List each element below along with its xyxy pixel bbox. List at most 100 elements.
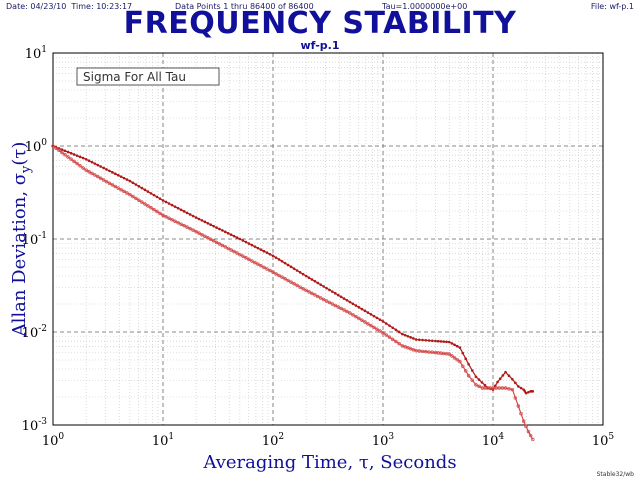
footer-credit: Stable32/wb — [596, 471, 634, 478]
x-tick-label: 101 — [152, 432, 174, 449]
series-2-point — [232, 249, 236, 254]
x-tick-exponent: 3 — [388, 432, 394, 442]
series-1-point — [81, 156, 85, 160]
series-1-point — [235, 236, 239, 239]
series-2-point — [336, 305, 340, 309]
series-2-point — [116, 186, 120, 190]
series-1-point — [206, 221, 210, 225]
series-2-point — [134, 196, 138, 201]
series-1-point — [122, 176, 126, 180]
series-1-point — [322, 285, 325, 288]
series-2-point — [427, 350, 431, 354]
x-tick-base: 10 — [152, 434, 169, 449]
series-2-point — [516, 404, 521, 408]
series-1-point — [289, 265, 293, 269]
series-1-point — [366, 311, 370, 314]
series-2-point — [93, 173, 97, 177]
series-1-point — [84, 157, 88, 161]
series-1-point — [464, 357, 467, 360]
series-1-point — [179, 208, 183, 212]
y-tick-exponent: -3 — [38, 417, 47, 427]
series-layer — [51, 144, 535, 442]
series-1-point — [406, 334, 410, 338]
x-tick-label: 105 — [592, 432, 615, 449]
series-2-point — [424, 349, 428, 354]
series-1-point — [191, 214, 195, 218]
series-1-point — [480, 381, 484, 384]
series-2-point — [378, 329, 382, 333]
series-1-point — [348, 300, 352, 304]
series-2-point — [513, 396, 518, 400]
header-file: File: wf-p.1 — [590, 2, 634, 11]
series-2-point — [348, 311, 352, 315]
series-2-point — [152, 207, 156, 212]
series-1-point — [90, 160, 94, 164]
series-1-point — [146, 190, 150, 193]
x-tick-exponent: 4 — [498, 432, 504, 442]
series-1-point — [391, 326, 394, 330]
series-2-point — [161, 213, 165, 218]
series-1-point — [223, 230, 227, 234]
series-2-point — [81, 166, 85, 170]
series-2-point — [238, 252, 242, 257]
series-1-point — [60, 148, 64, 151]
series-2-point — [354, 314, 358, 319]
y-tick-label: 10-2 — [22, 324, 47, 341]
x-tick-exponent: 5 — [608, 432, 614, 442]
series-1-point — [63, 149, 67, 153]
series-2-point — [54, 146, 58, 150]
series-2-point — [185, 225, 189, 229]
series-2-point — [247, 257, 251, 262]
series-1-point — [450, 342, 454, 345]
series-2-point — [253, 260, 257, 265]
series-1-point — [111, 171, 114, 174]
series-2-point — [351, 313, 355, 317]
series-2-point — [176, 220, 180, 225]
series-2-point — [179, 222, 183, 226]
series-2-point — [244, 256, 248, 260]
series-2-point — [164, 214, 168, 219]
series-2-point — [122, 189, 126, 194]
series-1-point — [238, 237, 242, 241]
series-1-point — [194, 216, 198, 219]
series-2-point — [208, 237, 213, 242]
legend-label: Sigma For All Tau — [83, 70, 186, 84]
series-2-point — [363, 320, 367, 324]
series-1-point — [75, 154, 79, 157]
series-1-point — [277, 258, 281, 261]
series-1-point — [328, 288, 331, 292]
series-2-point — [173, 219, 177, 223]
series-1-point — [501, 374, 505, 377]
series-1-point — [274, 256, 278, 259]
series-2-point — [226, 246, 230, 251]
series-2-point — [146, 204, 150, 208]
series-2-point — [528, 433, 533, 438]
y-tick-label: 10-3 — [22, 417, 48, 434]
y-axis-label-sub: y — [19, 165, 34, 174]
series-2-point — [394, 339, 398, 344]
series-1-point — [176, 206, 180, 210]
series-1-point — [325, 286, 328, 290]
series-2-point — [357, 316, 361, 321]
series-1-point — [221, 229, 224, 232]
x-tick-label: 100 — [42, 432, 65, 449]
series-2-point — [289, 280, 293, 284]
series-2-point — [69, 157, 73, 161]
series-1-point — [105, 168, 108, 171]
header-date: Date: 04/23/10 Time: 10:23:17 — [6, 2, 132, 11]
series-1-point — [247, 242, 251, 245]
series-1-point — [188, 213, 192, 216]
series-1-point — [354, 304, 358, 307]
series-1-point — [108, 169, 111, 173]
y-axis-label-suffix: (τ) — [9, 142, 30, 166]
series-2-point — [277, 273, 281, 278]
series-1-point — [218, 227, 221, 231]
series-2-point — [241, 254, 245, 258]
x-tick-exponent: 1 — [168, 432, 174, 442]
series-2-point — [531, 437, 535, 442]
series-2-point — [143, 202, 147, 206]
series-2-point — [101, 178, 106, 182]
series-1-point — [351, 302, 355, 306]
series-2-point — [197, 231, 201, 235]
